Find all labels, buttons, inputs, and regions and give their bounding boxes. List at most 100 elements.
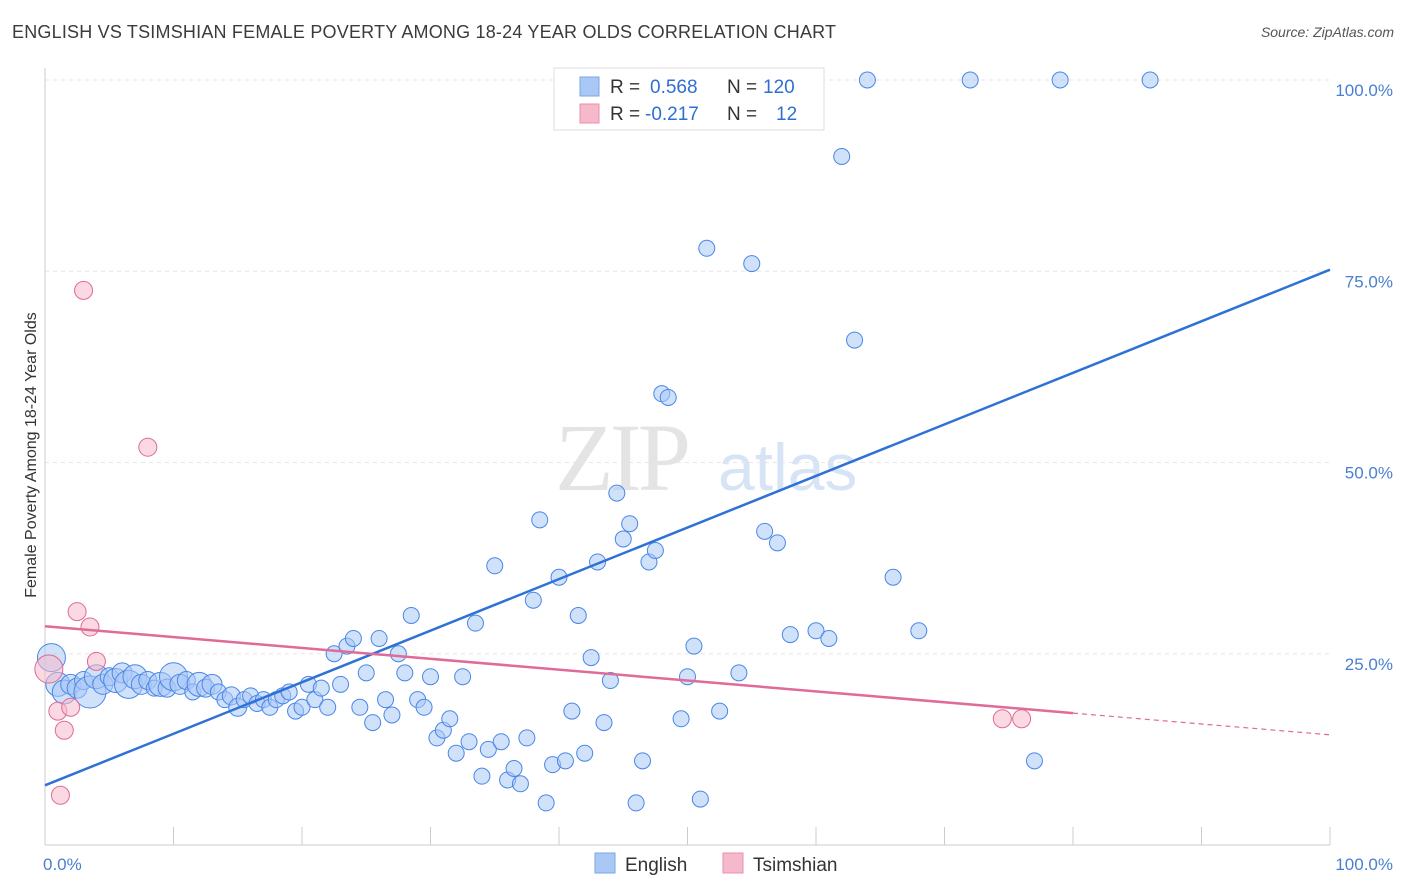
english-point-92 [634,752,652,770]
english-point-65 [460,733,478,751]
english-point-39 [293,698,311,716]
english-point-106 [743,255,761,273]
english-point-62 [441,710,459,728]
english-point-67 [473,767,491,785]
english-point-82 [569,607,587,624]
english-point-96 [659,388,677,406]
english-point-109 [781,626,799,644]
legend-tsimshian-r-label: R = [610,104,640,125]
english-point-100 [685,637,703,655]
source-credit: Source: ZipAtlas.com [1260,24,1394,40]
legend-top: R = 0.568 N = 120 R = -0.217 N = 12 [553,67,825,131]
axes [44,68,1331,846]
english-point-68 [479,740,497,758]
english-point-115 [858,71,876,89]
english-point-51 [370,629,388,647]
x-tick-label-1: 100.0% [1335,855,1393,874]
tsimshian-point-0 [34,654,64,684]
english-point-88 [608,484,626,502]
english-point-105 [730,664,748,682]
watermark-atlas: atlas [718,430,857,504]
legend-tsimshian-r-value: -0.217 [645,104,699,125]
english-point-114 [846,331,864,349]
english-point-58 [415,698,433,716]
tsimshian-point-7 [86,651,106,671]
english-point-74 [518,729,536,747]
english-point-72 [505,760,523,777]
tsimshian-point-9 [50,785,70,805]
x-tick-label-0: 0.0% [43,855,82,874]
english-point-69 [486,557,504,575]
english-point-112 [820,629,838,647]
english-point-77 [537,794,555,812]
legend-bottom-swatch-tsimshian [722,852,744,874]
legend-english-n-value: 120 [763,77,795,98]
english-point-86 [595,714,613,732]
english-point-87 [601,672,619,690]
english-point-116 [884,568,902,586]
english-point-89 [614,530,632,548]
tsimshian-point-8 [138,437,158,457]
legend-english-n-label: N = [727,77,757,98]
english-point-90 [621,515,639,533]
english-point-75 [524,591,542,609]
legend-swatch-tsimshian [579,103,600,124]
english-point-81 [563,702,581,720]
trend-lines [44,268,1331,787]
english-point-84 [582,649,600,667]
english-point-119 [1025,752,1043,770]
english-point-70 [492,733,510,751]
english-point-111 [807,622,825,640]
tsimshian-trend-line [44,624,1074,715]
english-trend-line [44,268,1331,787]
legend-bottom-english: English [625,855,687,876]
legend-tsimshian-n-label: N = [727,104,757,125]
english-point-94 [646,541,664,559]
english-point-52 [377,691,395,709]
english-point-76 [531,511,549,529]
chart-title: ENGLISH VS TSIMSHIAN FEMALE POVERTY AMON… [12,22,837,42]
legend-swatch-english [579,76,600,97]
legend-bottom-tsimshian: Tsimshian [753,855,837,876]
english-point-80 [556,752,574,770]
english-point-56 [402,607,420,624]
english-point-73 [511,775,529,793]
english-point-45 [332,675,350,693]
tsimshian-point-3 [61,697,81,717]
english-point-102 [698,239,716,257]
english-point-66 [466,614,484,632]
english-point-108 [768,534,786,552]
legend-english-r-label: R = [610,77,640,98]
english-point-47 [344,629,362,647]
english-point-48 [351,698,369,716]
watermark: ZIP atlas [555,404,857,511]
english-point-42 [312,679,330,697]
english-point-120 [1051,71,1069,89]
english-point-54 [389,645,407,663]
english-point-117 [910,622,928,640]
y-tick-labels: 25.0% 50.0% 75.0% 100.0% [1335,81,1393,674]
english-point-50 [364,714,382,732]
english-point-53 [383,706,401,724]
tsimshian-point-5 [74,280,94,300]
tsimshian-point-10 [992,709,1012,729]
y-axis-label: Female Poverty Among 18-24 Year Olds [23,312,40,598]
legend-bottom-swatch-english [594,852,616,874]
grid-lines [45,79,1330,655]
y-tick-label-0: 25.0% [1345,655,1393,674]
english-point-101 [691,790,709,808]
tsimshian-trend-extension [1072,712,1331,736]
y-tick-label-2: 75.0% [1345,272,1393,291]
english-point-59 [422,668,439,686]
english-point-104 [711,702,729,720]
english-point-107 [756,522,774,540]
english-point-121 [1141,71,1159,89]
english-point-98 [672,710,690,728]
tsimshian-point-2 [54,720,74,740]
english-point-55 [396,664,414,682]
english-point-43 [319,698,337,716]
tsimshian-point-6 [80,617,100,637]
english-point-49 [357,664,375,682]
english-point-99 [679,668,696,686]
